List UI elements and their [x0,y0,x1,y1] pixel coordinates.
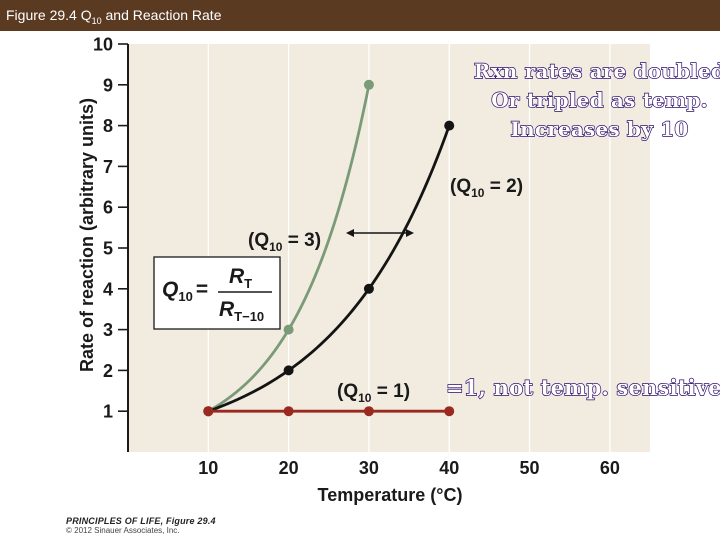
y-tick-label: 4 [103,279,113,299]
y-tick-label: 2 [103,361,113,381]
q2-label: (Q10 = 2) [450,176,523,200]
x-tick-label: 20 [279,458,299,478]
x-tick-label: 50 [520,458,540,478]
y-tick-label: 6 [103,198,113,218]
svg-text:RT: RT [229,265,252,291]
y-tick-label: 3 [103,320,113,340]
data-point-q2 [363,283,374,294]
y-tick-label: 7 [103,157,113,177]
y-tick-label: 9 [103,75,113,95]
plot-area [128,44,650,452]
x-tick-label: 60 [600,458,620,478]
x-tick-label: 40 [439,458,459,478]
data-point-q2 [444,120,455,131]
annotation-rate-increase: Rxn rates are doubled Or tripled as temp… [473,58,720,141]
data-point-q3 [363,79,374,90]
series-line-q2 [207,125,451,413]
title-bar: Figure 29.4 Q10 and Reaction Rate [0,0,720,31]
y-tick-label: 10 [93,35,113,55]
figure-credit: PRINCIPLES OF LIFE, Figure 29.4 © 2012 S… [66,516,216,535]
slide-title: Figure 29.4 Q10 and Reaction Rate [6,7,222,26]
q1-label: (Q10 = 1) [337,381,410,405]
x-tick-label: 10 [198,458,218,478]
x-tick-label: 30 [359,458,379,478]
data-point-q2 [283,365,294,376]
svg-text:Q10=: Q10 = [162,278,208,304]
svg-text:RT−10: RT−10 [219,298,264,324]
q3-label: (Q10 = 3) [248,230,321,254]
x-axis-title: Temperature (°C) [318,485,463,505]
y-tick-label: 5 [103,239,113,259]
data-point-q1 [203,406,214,417]
data-point-q1 [363,406,374,417]
formula-box: Q10 = RT RT−10 [153,256,281,330]
data-point-q1 [283,406,294,417]
y-tick-label: 1 [103,402,113,422]
data-point-q1 [444,406,455,417]
y-tick-label: 8 [103,116,113,136]
annotation-not-temp-sensitive: =1, not temp. sensitive [445,374,720,400]
data-point-q3 [283,324,294,335]
y-axis-title: Rate of reaction (arbitrary units) [77,98,97,372]
